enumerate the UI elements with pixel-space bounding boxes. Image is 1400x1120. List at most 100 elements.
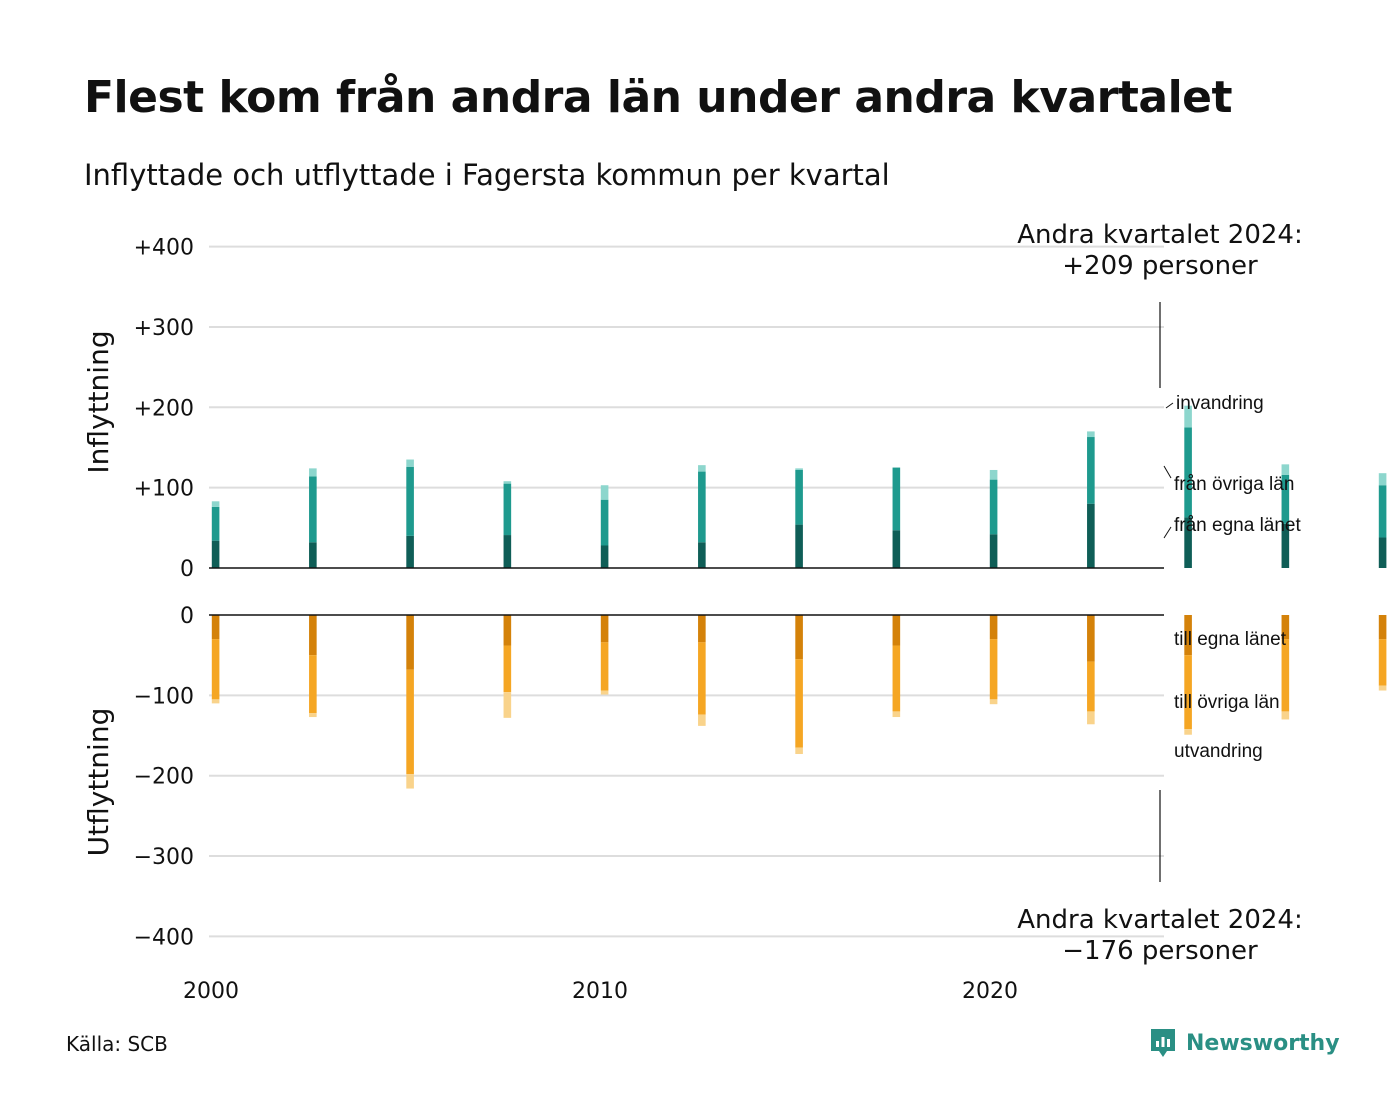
y-tick-label-bottom: −200 [134, 765, 194, 790]
bar-inflow-other-counties [1087, 437, 1095, 504]
bar-outflow-own-county [600, 615, 609, 643]
bar-outflow-other-counties [1087, 661, 1095, 712]
connector-ovriga-in [1163, 465, 1172, 479]
label-fran-ovriga-lan: från övriga län [1174, 474, 1294, 495]
bar-inflow-other-counties [989, 479, 998, 535]
bar-inflow-other-counties [892, 467, 901, 531]
y-tick-label-top: +400 [134, 236, 194, 261]
bar-inflow-own-county [1087, 503, 1095, 568]
bar-inflow-other-counties [795, 469, 803, 525]
bar-inflow-immigration [795, 468, 803, 470]
bar-outflow-other-counties [1184, 655, 1192, 730]
bar-outflow-emigration [309, 713, 317, 718]
label-fran-egna-lanet: från egna länet [1174, 515, 1301, 536]
bar-outflow-emigration [698, 714, 706, 726]
bar-inflow-own-county [698, 542, 706, 568]
bar-outflow-other-counties [698, 642, 706, 715]
bar-outflow-own-county [211, 615, 220, 640]
y-tick-label-bottom: −300 [134, 845, 194, 870]
bar-inflow-immigration [600, 485, 609, 500]
bar-inflow-own-county [1378, 537, 1387, 568]
bar-inflow-immigration [503, 481, 512, 484]
bar-outflow-other-counties [309, 655, 317, 714]
bar-outflow-own-county [503, 615, 512, 646]
bar-outflow-emigration [1378, 685, 1387, 691]
bar-outflow-own-county [989, 615, 998, 640]
bar-outflow-other-counties [1281, 639, 1290, 712]
bar-outflow-other-counties [892, 645, 901, 712]
brand[interactable]: Newsworthy [1148, 1026, 1340, 1060]
bar-inflow-immigration [211, 501, 220, 507]
bar-outflow-own-county [1087, 615, 1095, 662]
bar-inflow-own-county [795, 524, 803, 568]
bar-inflow-immigration [406, 459, 414, 467]
bar-inflow-immigration [1087, 431, 1095, 438]
bar-inflow-immigration [1378, 473, 1387, 486]
bar-outflow-emigration [795, 747, 803, 755]
bar-outflow-emigration [211, 699, 220, 704]
bar-inflow-other-counties [698, 471, 706, 543]
label-utvandring: utvandring [1174, 741, 1263, 762]
y-tick-label-top: 0 [180, 557, 194, 582]
x-tick-2000: 2000 [183, 979, 239, 1004]
bar-inflow-immigration [1184, 405, 1192, 428]
bars [211, 405, 1387, 789]
y-tick-label-bottom: 0 [180, 604, 194, 629]
y-tick-label-top: +200 [134, 396, 194, 421]
series-labels: invandring från övriga län från egna län… [1163, 393, 1301, 762]
bar-inflow-other-counties [1281, 474, 1290, 524]
y-tick-label-top: +300 [134, 316, 194, 341]
connector-invandring [1165, 402, 1174, 409]
bar-outflow-emigration [503, 692, 512, 718]
bar-outflow-emigration [989, 699, 998, 705]
top-annotation-line1: Andra kvartalet 2024: [1017, 220, 1302, 250]
bar-inflow-own-county [600, 545, 609, 568]
bar-outflow-emigration [406, 774, 414, 789]
bar-outflow-other-counties [795, 659, 803, 748]
bar-inflow-own-county [892, 530, 901, 568]
bar-outflow-own-county [1281, 615, 1290, 640]
bar-inflow-immigration [1281, 464, 1290, 475]
bottom-annotation-line1: Andra kvartalet 2024: [1017, 905, 1302, 935]
bar-inflow-own-county [211, 540, 220, 568]
bar-inflow-own-county [406, 535, 414, 568]
x-tick-2020: 2020 [962, 979, 1018, 1004]
bar-outflow-emigration [1087, 711, 1095, 725]
bar-outflow-emigration [1281, 711, 1290, 720]
label-invandring: invandring [1176, 393, 1264, 414]
bar-inflow-other-counties [1184, 427, 1192, 518]
bar-outflow-other-counties [406, 669, 414, 775]
bar-inflow-immigration [698, 465, 706, 472]
bar-inflow-other-counties [503, 483, 512, 536]
bar-outflow-emigration [600, 690, 609, 695]
brand-name: Newsworthy [1186, 1030, 1340, 1056]
bar-outflow-own-county [795, 615, 803, 660]
top-annotation-line2: +209 personer [1062, 251, 1258, 281]
source-note: Källa: SCB [66, 1032, 168, 1056]
bar-inflow-immigration [309, 468, 317, 477]
bar-outflow-own-county [1184, 615, 1192, 656]
label-till-egna-lanet: till egna länet [1174, 629, 1287, 650]
chart-title: Flest kom från andra län under andra kva… [84, 72, 1233, 123]
y-tick-labels: 0 +100 +200 +300 +400 0 −100 −200 −300 −400 [134, 236, 194, 951]
bar-outflow-own-county [1378, 615, 1387, 640]
x-tick-2010: 2010 [572, 979, 628, 1004]
bottom-annotation-line2: −176 personer [1062, 936, 1258, 966]
bar-inflow-other-counties [211, 506, 220, 541]
y-tick-label-top: +100 [134, 477, 194, 502]
bar-outflow-other-counties [211, 639, 220, 700]
bar-outflow-other-counties [503, 645, 512, 693]
bar-inflow-immigration [989, 469, 998, 480]
bar-outflow-other-counties [600, 642, 609, 691]
y-tick-label-bottom: −100 [134, 684, 194, 709]
bar-outflow-own-county [309, 615, 317, 656]
y-tick-label-bottom: −400 [134, 925, 194, 950]
bar-inflow-other-counties [406, 466, 414, 536]
axes [209, 302, 1164, 882]
bar-inflow-own-county [503, 535, 512, 568]
newsworthy-logo-icon [1151, 1029, 1175, 1057]
bar-outflow-own-county [406, 615, 414, 670]
bar-outflow-other-counties [1378, 639, 1387, 686]
bar-outflow-emigration [1184, 729, 1192, 735]
